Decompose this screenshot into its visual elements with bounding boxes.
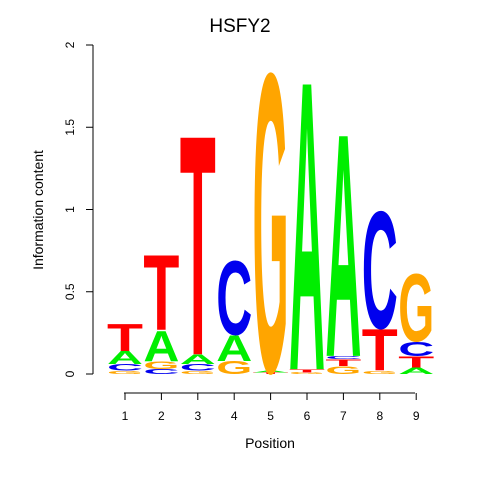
logo-letter-A: A (216, 328, 252, 369)
y-tick-label: 0 (63, 370, 77, 377)
y-tick-group: 0 0.5 1 1.5 2 (63, 41, 93, 377)
logo-letter-C: C (143, 368, 179, 376)
x-tick-label: 1 (122, 409, 129, 423)
y-axis: 0 0.5 1 1.5 2 (63, 41, 94, 377)
logo-letter-G: G (398, 254, 434, 362)
x-axis: 1 2 3 4 5 6 7 8 9 (122, 392, 420, 423)
x-tick-label: 6 (304, 409, 311, 423)
logo-letter-C: C (362, 177, 398, 364)
logo-letter-G: G (289, 372, 325, 375)
logo-letter-A: A (143, 322, 179, 370)
logo-letter-A: A (253, 370, 289, 373)
y-tick-label: 2 (63, 41, 77, 48)
logo-letter-T: T (253, 372, 290, 375)
x-tick-label: 5 (267, 409, 274, 423)
logo-letter-T: T (289, 368, 326, 373)
logo-letter-T: T (180, 69, 216, 421)
logo-letter-G: G (107, 370, 143, 375)
x-tick-label: 8 (376, 409, 383, 423)
logo-letter-C: C (180, 363, 216, 373)
x-axis-label: Position (245, 435, 295, 451)
y-axis-label: Information content (30, 150, 46, 270)
logo-letter-G: G (180, 370, 216, 375)
logo-letter-G: G (143, 359, 179, 372)
y-tick-label: 1.5 (63, 119, 77, 136)
logo-letter-T: T (362, 316, 398, 383)
logo-letter-C: C (398, 337, 434, 360)
logo-letter-C: C (107, 363, 143, 373)
logo-letter-A: A (398, 366, 434, 376)
logo-letter-T: T (398, 353, 434, 371)
logo-letter-G: G (253, 0, 289, 462)
logo-letter-A: A (107, 347, 143, 368)
x-tick-label: 2 (158, 409, 165, 423)
logo-letter-T: T (107, 316, 143, 360)
logo-letter-A: A (180, 352, 216, 367)
y-tick-label: 0.5 (63, 283, 77, 300)
x-tick-group: 1 2 3 4 5 6 7 8 9 (122, 393, 420, 423)
x-tick-label: 7 (340, 409, 347, 423)
x-tick-label: 3 (194, 409, 201, 423)
logo-letter-G: G (216, 358, 252, 378)
chart-title: HSFY2 (209, 16, 270, 37)
logo-letter-G: G (325, 364, 361, 377)
logo-letter-A: A (325, 68, 361, 424)
logo-letter-C: C (325, 355, 361, 360)
logo-letter-T: T (143, 233, 179, 353)
logo-letter-T: T (325, 357, 361, 367)
x-tick-label: 9 (413, 409, 420, 423)
y-tick-label: 1 (63, 206, 77, 213)
x-tick-label: 4 (231, 409, 238, 423)
logo-letter-G: G (362, 370, 398, 375)
logo-letter-A: A (289, 0, 325, 458)
logo-letter-C: C (216, 239, 252, 358)
